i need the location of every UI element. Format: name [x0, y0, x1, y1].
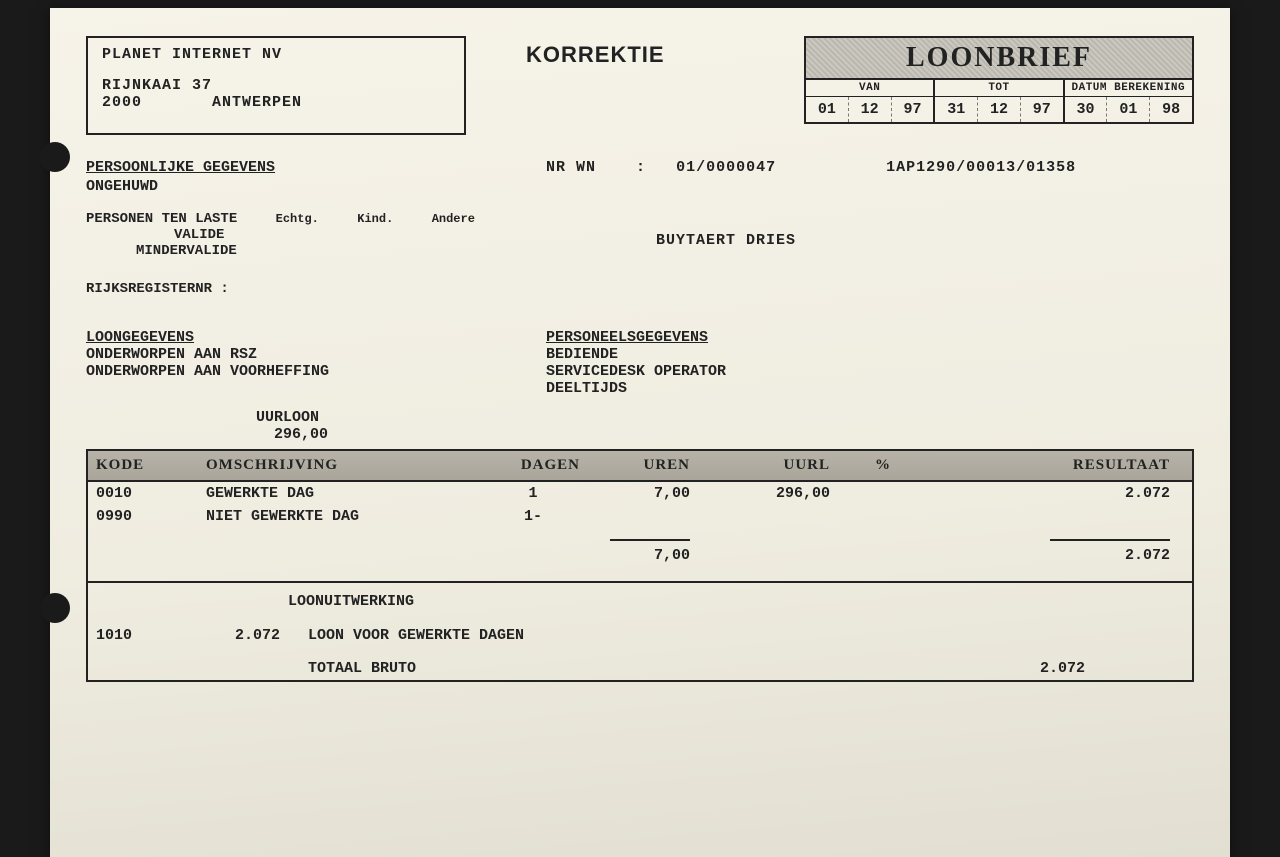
cell-kode: 1010 — [88, 624, 198, 647]
punch-hole — [40, 593, 70, 623]
cell-uurl: 296,00 — [698, 482, 838, 505]
cell-res: 2.072 — [928, 482, 1192, 505]
personal-section: PERSOONLIJKE GEGEVENS — [86, 159, 546, 176]
grid-header: KODE OMSCHRIJVING DAGEN UREN UURL % RESU… — [88, 451, 1192, 482]
grid-row: 0990 NIET GEWERKTE DAG 1- — [88, 505, 1192, 528]
marital-status: ONGEHUWD — [86, 178, 546, 195]
ber-year: 98 — [1150, 97, 1192, 122]
reference-number: 1AP1290/00013/01358 — [886, 159, 1076, 176]
totaal-label: TOTAAL BRUTO — [288, 657, 588, 680]
punch-hole — [40, 142, 70, 172]
totaal-value: 2.072 — [1032, 657, 1192, 680]
van-year: 97 — [892, 97, 934, 122]
personeel-deeltijds: DEELTIJDS — [546, 380, 1194, 397]
nrwn-value: 01/0000047 — [676, 159, 776, 176]
cell-res — [928, 505, 1192, 528]
cell-oms: GEWERKTE DAG — [198, 482, 478, 505]
dep-col-echtg: Echtg. — [276, 212, 319, 226]
personeel-bediende: BEDIENDE — [546, 346, 1194, 363]
ber-month: 01 — [1107, 97, 1150, 122]
cell-oms: LOON VOOR GEWERKTE DAGEN — [288, 624, 1192, 647]
loongeg-voorheffing: ONDERWORPEN AAN VOORHEFFING — [86, 363, 546, 380]
subtotal-row: 7,00 2.072 — [88, 544, 1192, 567]
loonuitwerking-label: LOONUITWERKING — [288, 593, 1192, 610]
loongegevens-section: LOONGEGEVENS — [86, 329, 546, 346]
payslip-document: PLANET INTERNET NV RIJNKAAI 37 2000 ANTW… — [50, 8, 1230, 857]
cell-oms: NIET GEWERKTE DAG — [198, 505, 478, 528]
cell-dagen: 1- — [478, 505, 588, 528]
dep-valide: VALIDE — [174, 227, 546, 243]
cell-kode: 0990 — [88, 505, 198, 528]
dep-col-kind: Kind. — [357, 212, 393, 226]
nrwn-label: NR WN — [546, 159, 596, 176]
tot-day: 31 — [935, 97, 978, 122]
company-box: PLANET INTERNET NV RIJNKAAI 37 2000 ANTW… — [86, 36, 466, 135]
tot-label: TOT — [935, 80, 1062, 97]
loonbrief-box: LOONBRIEF VAN 01 12 97 TOT 31 12 97 — [804, 36, 1194, 124]
employee-name: BUYTAERT DRIES — [656, 232, 1194, 249]
rijksregisternr: RIJKSREGISTERNR : — [86, 281, 546, 297]
personeel-section: PERSONEELSGEGEVENS — [546, 329, 1194, 346]
uurloon-label: UURLOON — [256, 409, 1194, 426]
cell-uren: 7,00 — [588, 482, 698, 505]
pay-grid: KODE OMSCHRIJVING DAGEN UREN UURL % RESU… — [86, 449, 1194, 682]
col-kode: KODE — [88, 451, 198, 480]
company-street: RIJNKAAI 37 — [102, 77, 450, 94]
col-res: RESULTAAT — [928, 451, 1192, 480]
subtotal-res: 2.072 — [928, 544, 1192, 567]
cell-val: 2.072 — [198, 624, 288, 647]
korrektie-label: KORREKTIE — [466, 36, 804, 68]
cell-dagen: 1 — [478, 482, 588, 505]
col-dagen: DAGEN — [478, 451, 588, 480]
uurloon-value: 296,00 — [274, 426, 1194, 443]
dependents-label: PERSONEN TEN LASTE — [86, 211, 237, 227]
cell-kode: 0010 — [88, 482, 198, 505]
col-pct: % — [838, 451, 928, 480]
col-oms: OMSCHRIJVING — [198, 451, 478, 480]
grid-row: 1010 2.072 LOON VOOR GEWERKTE DAGEN — [88, 624, 1192, 647]
nrwn-sep: : — [636, 159, 646, 176]
company-name: PLANET INTERNET NV — [102, 46, 450, 63]
company-postcode: 2000 — [102, 94, 142, 111]
datum-label: DATUM BEREKENING — [1065, 80, 1192, 97]
company-city: ANTWERPEN — [212, 94, 302, 111]
col-uurl: UURL — [698, 451, 838, 480]
personeel-role: SERVICEDESK OPERATOR — [546, 363, 1194, 380]
ber-day: 30 — [1065, 97, 1108, 122]
loongeg-rsz: ONDERWORPEN AAN RSZ — [86, 346, 546, 363]
col-uren: UREN — [588, 451, 698, 480]
cell-pct — [838, 482, 928, 505]
cell-uren — [588, 505, 698, 528]
cell-uurl — [698, 505, 838, 528]
dep-col-andere: Andere — [432, 212, 475, 226]
loonbrief-title: LOONBRIEF — [806, 38, 1192, 80]
tot-month: 12 — [978, 97, 1021, 122]
van-month: 12 — [849, 97, 892, 122]
grid-row: 0010 GEWERKTE DAG 1 7,00 296,00 2.072 — [88, 482, 1192, 505]
cell-pct — [838, 505, 928, 528]
dep-mindervalide: MINDERVALIDE — [136, 243, 546, 259]
van-day: 01 — [806, 97, 849, 122]
van-label: VAN — [806, 80, 933, 97]
totaal-bruto-row: TOTAAL BRUTO 2.072 — [88, 657, 1192, 680]
subtotal-uren: 7,00 — [588, 544, 698, 567]
tot-year: 97 — [1021, 97, 1063, 122]
